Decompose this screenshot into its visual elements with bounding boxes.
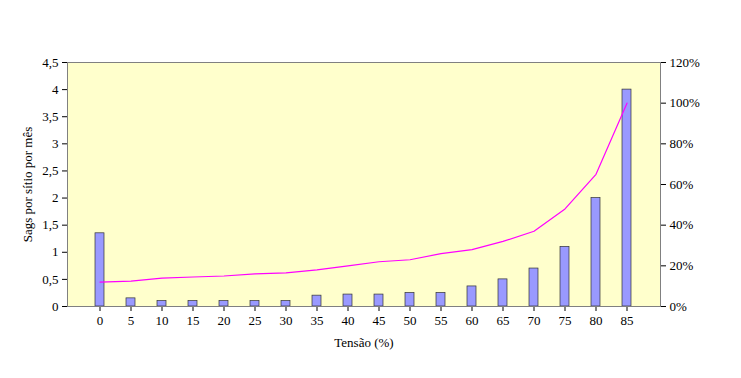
svg-text:20%: 20% xyxy=(670,258,694,273)
svg-text:20: 20 xyxy=(218,313,231,328)
svg-text:70: 70 xyxy=(528,313,541,328)
svg-text:0,5: 0,5 xyxy=(42,272,58,287)
svg-text:40: 40 xyxy=(342,313,355,328)
svg-text:50: 50 xyxy=(404,313,417,328)
svg-text:3,5: 3,5 xyxy=(42,109,58,124)
svg-text:35: 35 xyxy=(311,313,324,328)
svg-text:4,5: 4,5 xyxy=(42,55,58,70)
svg-text:80: 80 xyxy=(590,313,603,328)
svg-text:0: 0 xyxy=(52,299,59,314)
svg-text:100%: 100% xyxy=(670,95,701,110)
svg-text:0: 0 xyxy=(97,313,104,328)
svg-text:4: 4 xyxy=(52,82,59,97)
svg-text:1: 1 xyxy=(52,244,59,259)
svg-text:1,5: 1,5 xyxy=(42,217,58,232)
svg-text:40%: 40% xyxy=(670,217,694,232)
svg-text:Sags por sítio por mês: Sags por sítio por mês xyxy=(20,127,35,243)
svg-text:25: 25 xyxy=(249,313,262,328)
svg-text:65: 65 xyxy=(497,313,510,328)
svg-text:3: 3 xyxy=(52,136,59,151)
svg-text:5: 5 xyxy=(128,313,135,328)
svg-text:15: 15 xyxy=(187,313,200,328)
svg-text:120%: 120% xyxy=(670,55,701,70)
svg-text:10: 10 xyxy=(156,313,169,328)
svg-text:2: 2 xyxy=(52,190,59,205)
svg-text:2,5: 2,5 xyxy=(42,163,58,178)
svg-text:85: 85 xyxy=(621,313,634,328)
svg-text:80%: 80% xyxy=(670,136,694,151)
svg-text:30: 30 xyxy=(280,313,293,328)
svg-text:45: 45 xyxy=(373,313,386,328)
svg-text:Tensão (%): Tensão (%) xyxy=(334,335,393,350)
svg-text:0%: 0% xyxy=(670,299,688,314)
svg-text:75: 75 xyxy=(559,313,572,328)
svg-text:55: 55 xyxy=(435,313,448,328)
svg-text:60: 60 xyxy=(466,313,479,328)
svg-text:60%: 60% xyxy=(670,177,694,192)
